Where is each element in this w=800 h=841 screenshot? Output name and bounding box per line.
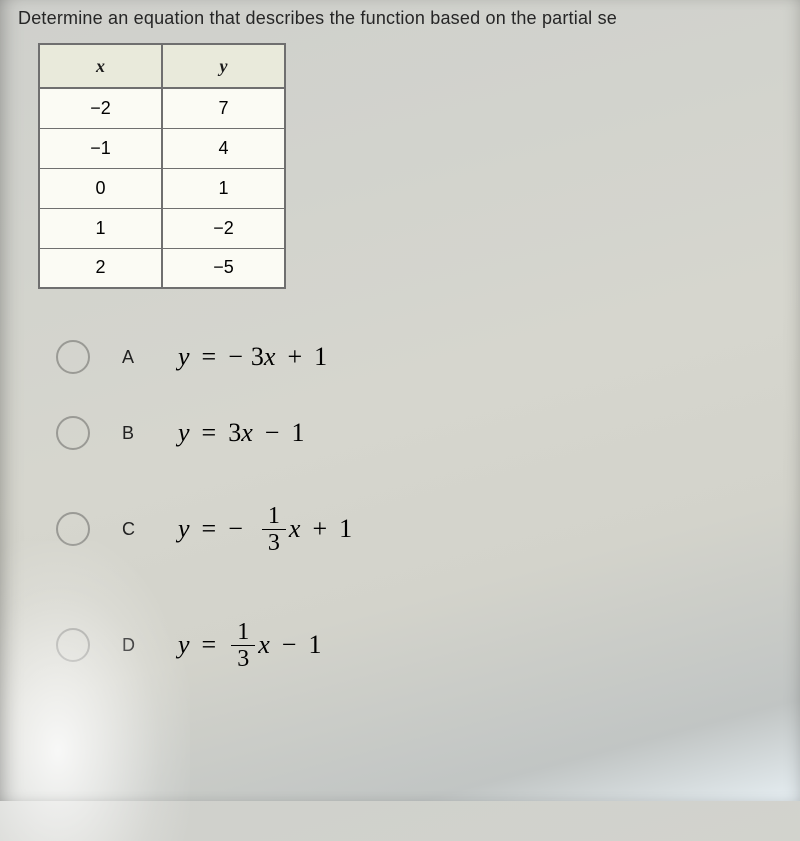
eq-var: x <box>264 342 276 372</box>
cell-y: −2 <box>162 208 285 248</box>
eq-var: x <box>289 514 301 544</box>
frac-den: 3 <box>231 646 255 672</box>
frac-num: 1 <box>262 503 286 529</box>
eq-neg: − <box>228 342 243 372</box>
cell-y: −5 <box>162 248 285 288</box>
cell-y: 1 <box>162 168 285 208</box>
eq-lhs: y <box>178 630 190 660</box>
cell-x: 1 <box>39 208 162 248</box>
eq-equals: = <box>202 514 217 544</box>
table-row: −1 4 <box>39 128 285 168</box>
eq-neg: − <box>228 514 243 544</box>
fraction-icon: 1 3 <box>231 619 255 672</box>
col-header-y: y <box>162 44 285 88</box>
cell-x: −2 <box>39 88 162 128</box>
eq-lhs: y <box>178 342 190 372</box>
answer-options: A y = − 3x + 1 B y = 3x − 1 C y = − 1 <box>56 325 790 697</box>
frac-den: 3 <box>262 530 286 556</box>
option-letter: C <box>122 519 148 540</box>
option-equation: y = − 1 3 x + 1 <box>178 483 352 575</box>
table-row: 2 −5 <box>39 248 285 288</box>
option-letter: D <box>122 635 148 656</box>
cell-y: 4 <box>162 128 285 168</box>
eq-const: 1 <box>308 630 321 660</box>
radio-icon[interactable] <box>56 340 90 374</box>
option-c[interactable]: C y = − 1 3 x + 1 <box>56 477 790 581</box>
eq-op: − <box>265 418 280 448</box>
eq-equals: = <box>202 630 217 660</box>
col-header-x: x <box>39 44 162 88</box>
eq-const: 1 <box>314 342 327 372</box>
option-equation: y = 1 3 x − 1 <box>178 599 321 691</box>
eq-coef: 3 <box>251 342 264 372</box>
table-row: 0 1 <box>39 168 285 208</box>
eq-lhs: y <box>178 418 190 448</box>
radio-icon[interactable] <box>56 512 90 546</box>
option-d[interactable]: D y = 1 3 x − 1 <box>56 593 790 697</box>
radio-icon[interactable] <box>56 416 90 450</box>
eq-equals: = <box>202 342 217 372</box>
frac-num: 1 <box>231 619 255 645</box>
option-equation: y = 3x − 1 <box>178 405 304 461</box>
question-prompt: Determine an equation that describes the… <box>18 8 790 29</box>
eq-op: + <box>312 514 327 544</box>
option-b[interactable]: B y = 3x − 1 <box>56 401 790 465</box>
cell-y: 7 <box>162 88 285 128</box>
eq-var: x <box>258 630 270 660</box>
eq-op: + <box>287 342 302 372</box>
eq-const: 1 <box>291 418 304 448</box>
eq-coef: 3 <box>228 418 241 448</box>
eq-equals: = <box>202 418 217 448</box>
eq-var: x <box>241 418 253 448</box>
xy-table: x y −2 7 −1 4 0 1 1 −2 2 −5 <box>38 43 286 289</box>
cell-x: 0 <box>39 168 162 208</box>
fraction-icon: 1 3 <box>262 503 286 556</box>
option-a[interactable]: A y = − 3x + 1 <box>56 325 790 389</box>
cell-x: −1 <box>39 128 162 168</box>
table-header-row: x y <box>39 44 285 88</box>
eq-const: 1 <box>339 514 352 544</box>
table-row: −2 7 <box>39 88 285 128</box>
option-letter: B <box>122 423 148 444</box>
option-letter: A <box>122 347 148 368</box>
option-equation: y = − 3x + 1 <box>178 329 327 385</box>
table-row: 1 −2 <box>39 208 285 248</box>
cell-x: 2 <box>39 248 162 288</box>
radio-icon[interactable] <box>56 628 90 662</box>
eq-lhs: y <box>178 514 190 544</box>
eq-op: − <box>282 630 297 660</box>
